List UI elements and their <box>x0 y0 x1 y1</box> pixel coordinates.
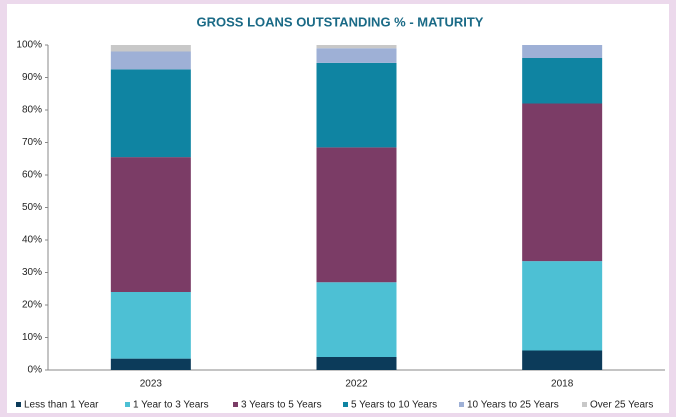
legend-swatch <box>16 402 21 407</box>
x-tick-label: 2018 <box>551 379 574 390</box>
bar-segment <box>110 51 191 70</box>
bar-segment <box>316 45 397 49</box>
legend-swatch <box>459 402 464 407</box>
bar-segment <box>110 69 191 158</box>
legend-swatch <box>582 402 587 407</box>
chart-title: GROSS LOANS OUTSTANDING % - MATURITY <box>197 14 484 29</box>
legend-label: 10 Years to 25 Years <box>467 400 559 411</box>
y-tick-label: 100% <box>16 40 42 51</box>
bar-segment <box>522 58 603 104</box>
y-tick-label: 30% <box>22 267 42 278</box>
bar-segment <box>316 147 397 283</box>
y-tick-label: 70% <box>22 137 42 148</box>
legend-swatch <box>343 402 348 407</box>
y-tick-label: 80% <box>22 105 42 116</box>
bar-segment <box>316 48 397 63</box>
bar-segment <box>110 157 191 292</box>
x-tick-label: 2022 <box>345 379 368 390</box>
bar-segment <box>522 103 603 262</box>
bar-segment <box>316 62 397 148</box>
y-tick-label: 0% <box>28 365 43 376</box>
bar-segment <box>110 292 191 359</box>
bar-segment <box>110 45 191 52</box>
y-tick-label: 20% <box>22 300 42 311</box>
legend-swatch <box>233 402 238 407</box>
bar-segment <box>110 358 191 370</box>
bar-segment <box>316 357 397 370</box>
legend-label: Over 25 Years <box>590 400 653 411</box>
y-tick-label: 90% <box>22 72 42 83</box>
y-tick-label: 50% <box>22 202 42 213</box>
y-tick-label: 10% <box>22 332 42 343</box>
x-tick-label: 2023 <box>140 379 163 390</box>
y-tick-label: 40% <box>22 235 42 246</box>
legend-label: 3 Years to 5 Years <box>241 400 322 411</box>
bar-segment <box>522 350 603 370</box>
legend-swatch <box>125 402 130 407</box>
legend-label: 5 Years to 10 Years <box>351 400 437 411</box>
bar-segment <box>522 261 603 351</box>
y-tick-label: 60% <box>22 170 42 181</box>
bar-segment <box>316 282 397 357</box>
bar-segment <box>522 45 603 58</box>
legend-label: Less than 1 Year <box>24 400 99 411</box>
legend-label: 1 Year to 3 Years <box>133 400 209 411</box>
